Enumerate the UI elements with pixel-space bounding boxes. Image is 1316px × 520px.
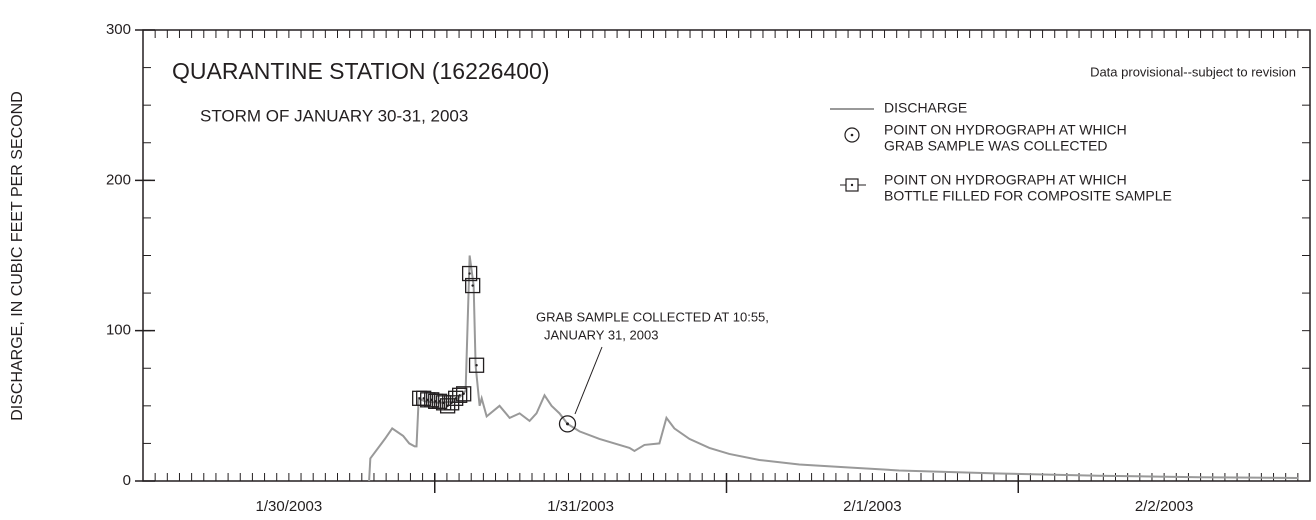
- discharge-line: [368, 255, 1299, 482]
- composite-sample-marker: [456, 386, 472, 402]
- composite-sample-marker: [468, 357, 485, 373]
- composite-sample-marker: [465, 277, 481, 294]
- note: Data provisional--subject to revision: [1090, 64, 1296, 79]
- composite-sample-dot: [468, 272, 471, 275]
- composite-sample-marker: [452, 387, 468, 403]
- grab-sample-marker: [558, 415, 577, 433]
- y-axis-label: DISCHARGE, IN CUBIC FEET PER SECOND: [9, 91, 26, 421]
- legend-label: BOTTLE FILLED FOR COMPOSITE SAMPLE: [884, 188, 1172, 204]
- x-tick-label: 1/30/2003: [256, 498, 323, 515]
- annotation: GRAB SAMPLE COLLECTED AT 10:55,: [536, 309, 769, 324]
- legend-label: POINT ON HYDROGRAPH AT WHICH: [884, 122, 1127, 138]
- composite-sample-marker: [424, 392, 440, 408]
- annotation: JANUARY 31, 2003: [544, 327, 658, 342]
- x-tick-label: 1/31/2003: [547, 498, 614, 515]
- y-tick-label: 0: [123, 472, 131, 489]
- y-tick-label: 100: [106, 322, 131, 339]
- y-tick-label: 300: [106, 21, 131, 38]
- composite-sample-marker: [416, 390, 432, 406]
- legend-swatch: [844, 127, 860, 143]
- composite-sample-dot: [458, 394, 461, 397]
- y-tick-label: 200: [106, 171, 131, 188]
- composite-sample-dot: [462, 392, 465, 396]
- x-tick-label: 2/1/2003: [843, 498, 901, 515]
- x-tick-label: 2/2/2003: [1135, 498, 1193, 515]
- legend-swatch: [850, 183, 854, 187]
- legend-label: GRAB SAMPLE WAS COLLECTED: [884, 138, 1108, 154]
- composite-sample-marker: [431, 393, 448, 409]
- composite-sample-marker: [461, 265, 478, 282]
- chart-subtitle: STORM OF JANUARY 30-31, 2003: [200, 106, 468, 125]
- legend-label: DISCHARGE: [884, 100, 967, 116]
- grab-sample-dot: [565, 422, 569, 426]
- chart-title: QUARANTINE STATION (16226400): [172, 58, 549, 84]
- legend-label: POINT ON HYDROGRAPH AT WHICH: [884, 172, 1127, 188]
- composite-sample-dot: [475, 364, 478, 367]
- composite-sample-dot: [471, 284, 474, 287]
- plot-frame: [142, 29, 1311, 482]
- composite-sample-marker: [448, 390, 464, 406]
- legend-swatch: [850, 133, 854, 137]
- leader-line: [574, 346, 603, 415]
